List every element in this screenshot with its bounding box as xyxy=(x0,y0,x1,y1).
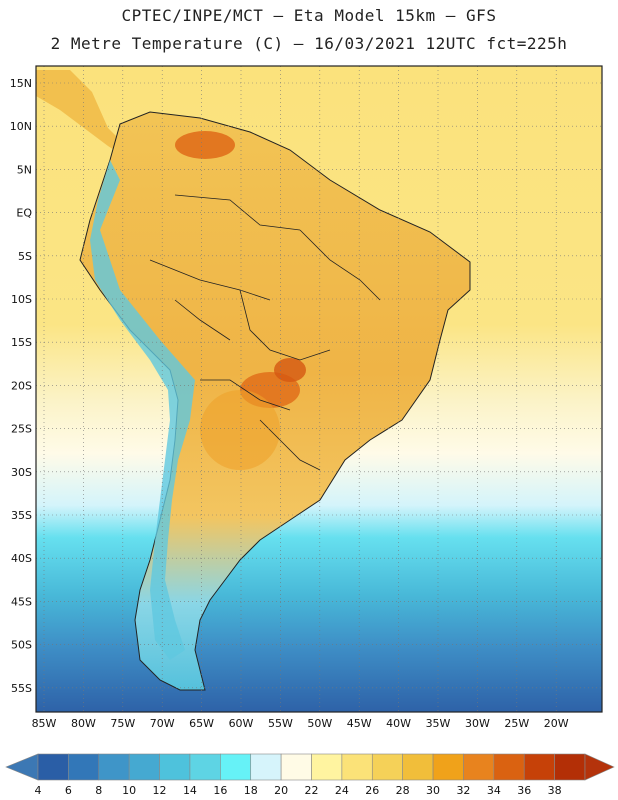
colorbar-swatch xyxy=(250,753,282,781)
colorbar-swatch xyxy=(523,753,555,781)
colorbar-level-label: 34 xyxy=(487,784,501,797)
latitude-tick-label: 35S xyxy=(11,509,32,522)
colorbar-swatch xyxy=(554,753,586,781)
longitude-tick-label: 25W xyxy=(504,717,529,730)
colorbar-swatch xyxy=(402,753,434,781)
map-subtitle: 2 Metre Temperature (C) – 16/03/2021 12U… xyxy=(50,34,568,53)
colorbar-swatch xyxy=(463,753,495,781)
colorbar-level-label: 18 xyxy=(244,784,258,797)
colorbar-level-label: 36 xyxy=(517,784,531,797)
longitude-tick-label: 85W xyxy=(32,717,57,730)
longitude-tick-label: 30W xyxy=(465,717,490,730)
latitude-tick-label: 30S xyxy=(11,466,32,479)
map-title: CPTEC/INPE/MCT – Eta Model 15km – GFS xyxy=(121,6,497,25)
colorbar-level-label: 26 xyxy=(365,784,379,797)
colorbar-level-label: 32 xyxy=(456,784,470,797)
latitude-axis: 15N 10N 5N EQ 5S 10S 15S 20S 25S 30S 35S 40S 45S 50S 5… xyxy=(10,77,33,695)
colorbar-swatch xyxy=(98,753,130,781)
colorbar-level-label: 16 xyxy=(213,784,227,797)
colorbar-level-label: 8 xyxy=(95,784,102,797)
latitude-tick-label: 5S xyxy=(18,250,32,263)
longitude-tick-label: 70W xyxy=(150,717,175,730)
longitude-tick-label: 65W xyxy=(189,717,214,730)
longitude-tick-label: 50W xyxy=(307,717,332,730)
colorbar-level-label: 14 xyxy=(183,784,197,797)
colorbar-level-label: 22 xyxy=(305,784,319,797)
latitude-tick-label: 15N xyxy=(10,77,32,90)
latitude-tick-label: 55S xyxy=(11,682,32,695)
longitude-tick-label: 20W xyxy=(544,717,569,730)
colorbar-level-label: 30 xyxy=(426,784,440,797)
colorbar-level-label: 12 xyxy=(153,784,167,797)
colorbar-level-label: 38 xyxy=(548,784,562,797)
latitude-tick-label: 10N xyxy=(10,120,32,133)
colorbar-swatch xyxy=(189,753,221,781)
latitude-tick-label: 45S xyxy=(11,595,32,608)
latitude-tick-label: 15S xyxy=(11,336,32,349)
latitude-tick-label: 20S xyxy=(11,379,32,392)
latitude-tick-label: 40S xyxy=(11,552,32,565)
country-borders xyxy=(149,194,381,471)
colorbar-swatch xyxy=(311,753,343,781)
colorbar-left-arrow xyxy=(5,753,39,781)
colorbar-level-label: 28 xyxy=(396,784,410,797)
longitude-tick-label: 40W xyxy=(386,717,411,730)
longitude-axis: 85W 80W 75W 70W 65W 60W 55W 50W 45W 40W 35W 30W 25W 2… xyxy=(32,717,569,730)
colorbar-swatch xyxy=(159,753,191,781)
longitude-tick-label: 75W xyxy=(110,717,135,730)
colorbar-swatch xyxy=(432,753,464,781)
latitude-tick-label: 50S xyxy=(11,639,32,652)
colorbar-level-label: 24 xyxy=(335,784,349,797)
map-field xyxy=(36,66,602,712)
latitude-tick-label: 10S xyxy=(11,293,32,306)
colorbar-level-label: 6 xyxy=(65,784,72,797)
longitude-tick-label: 45W xyxy=(347,717,372,730)
colorbar-swatch xyxy=(493,753,525,781)
longitude-tick-label: 35W xyxy=(426,717,451,730)
latitude-tick-label: 5N xyxy=(17,163,32,176)
colorbar-swatch xyxy=(371,753,403,781)
map-frame xyxy=(35,65,603,713)
colorbar-right-arrow xyxy=(584,753,615,781)
colorbar-swatch xyxy=(37,753,69,781)
longitude-tick-label: 55W xyxy=(268,717,293,730)
colorbar-level-label: 4 xyxy=(35,784,42,797)
colorbar-level-label: 10 xyxy=(122,784,136,797)
colorbar-swatch xyxy=(280,753,312,781)
colorbar-swatch xyxy=(341,753,373,781)
longitude-tick-label: 80W xyxy=(71,717,96,730)
colorbar-level-label: 20 xyxy=(274,784,288,797)
latitude-tick-label: EQ xyxy=(16,207,32,220)
colorbar-swatch xyxy=(68,753,100,781)
colorbar-swatch xyxy=(220,753,252,781)
longitude-tick-label: 60W xyxy=(229,717,254,730)
latitude-tick-label: 25S xyxy=(11,423,32,436)
colorbar-swatch xyxy=(128,753,160,781)
